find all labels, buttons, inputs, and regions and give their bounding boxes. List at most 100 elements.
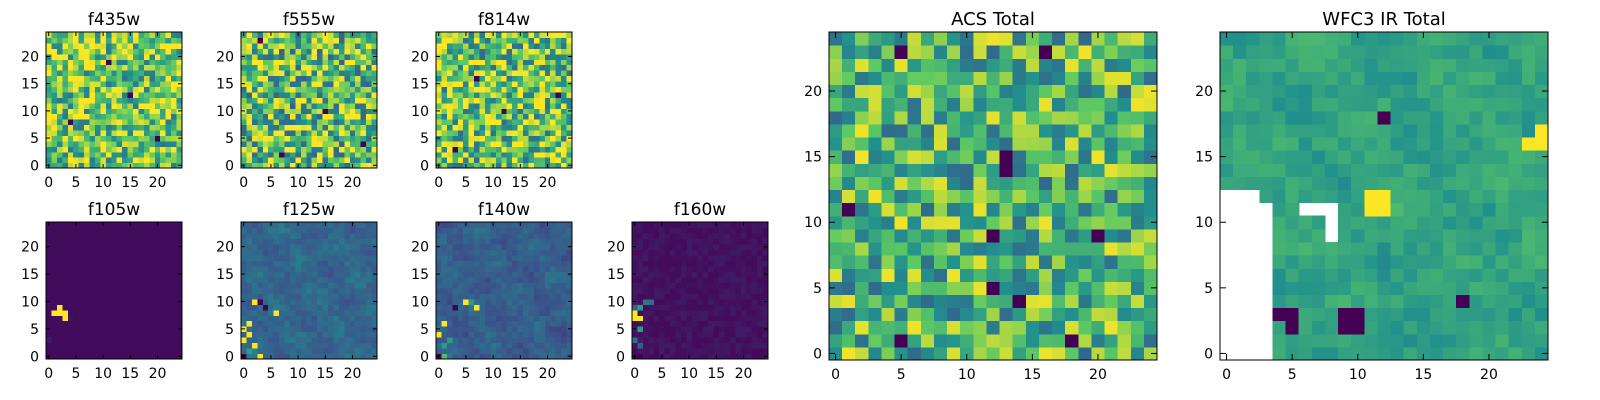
heatmap-cell (328, 309, 335, 316)
heatmap-cell (122, 53, 129, 60)
heatmap-cell (176, 260, 183, 267)
heatmap-cell (561, 42, 568, 49)
heatmap-cell (441, 140, 448, 147)
heatmap-cell (284, 32, 291, 39)
heatmap-cell (317, 97, 324, 104)
heatmap-cell (328, 260, 335, 267)
heatmap-cell (1130, 281, 1145, 295)
heatmap-cell (366, 271, 373, 278)
heatmap-cell (664, 337, 671, 344)
heatmap-cell (495, 331, 502, 338)
heatmap-cell (127, 129, 134, 136)
heatmap-cell (1065, 268, 1079, 282)
heatmap-cell (371, 70, 378, 77)
heatmap-cell (143, 309, 150, 316)
heatmap-cell (105, 42, 112, 49)
heatmap-cell (691, 353, 698, 360)
heatmap-cell (328, 315, 335, 322)
heatmap-cell (284, 243, 291, 250)
heatmap-cell (160, 135, 167, 142)
heatmap-cell (670, 337, 677, 344)
heatmap-cell (111, 151, 118, 158)
heatmap-cell (544, 304, 551, 311)
heatmap-cell (317, 249, 324, 256)
heatmap-cell (746, 271, 753, 278)
heatmap-cell (311, 320, 318, 327)
heatmap-cell (452, 135, 459, 142)
heatmap-cell (366, 238, 373, 245)
heatmap-cell (691, 298, 698, 305)
heatmap-cell (746, 232, 753, 240)
heatmap-cell (566, 293, 573, 300)
heatmap-cell (479, 254, 486, 261)
heatmap-cell (160, 260, 167, 267)
heatmap-cell (138, 260, 145, 267)
heatmap-cell (122, 249, 129, 256)
heatmap-cell (528, 271, 535, 278)
heatmap-cell (127, 53, 134, 60)
heatmap-cell (116, 113, 123, 120)
heatmap-cell (697, 315, 704, 322)
heatmap-cell (56, 113, 63, 120)
heatmap-cell (360, 48, 367, 55)
heatmap-cell (484, 238, 491, 245)
heatmap-cell (295, 337, 302, 344)
heatmap-cell (84, 151, 91, 158)
heatmap-cell (653, 348, 660, 355)
heatmap-cell (311, 102, 318, 109)
heatmap-cell (160, 254, 167, 261)
heatmap-cell (637, 348, 644, 355)
heatmap-cell (452, 282, 459, 289)
x-tick-label: 0 (44, 175, 53, 191)
heatmap-cell (138, 271, 145, 278)
heatmap-cell (133, 232, 140, 240)
heatmap-cell (360, 353, 367, 360)
heatmap-cell (371, 331, 378, 338)
heatmap-cell (122, 276, 129, 283)
heatmap-cell (268, 342, 275, 349)
heatmap-cell (533, 97, 540, 104)
heatmap-cell (637, 271, 644, 278)
heatmap-cell (724, 337, 731, 344)
heatmap-cell (328, 119, 335, 126)
heatmap-cell (751, 282, 758, 289)
heatmap-cell (67, 238, 74, 245)
heatmap-cell (295, 157, 302, 164)
heatmap-cell (84, 293, 91, 300)
heatmap-cell (306, 108, 313, 115)
heatmap-cell (740, 331, 747, 338)
heatmap-cell (484, 80, 491, 87)
heatmap-cell (349, 249, 356, 256)
heatmap-cell (648, 342, 655, 349)
heatmap-cell (289, 129, 296, 136)
heatmap-cell (528, 315, 535, 322)
heatmap-cell (762, 348, 769, 355)
heatmap-cell (550, 353, 557, 360)
heatmap-cell (713, 282, 720, 289)
heatmap-cell (306, 249, 313, 256)
heatmap-cell (94, 32, 101, 39)
heatmap-cell (138, 53, 145, 60)
heatmap-cell (751, 222, 758, 229)
heatmap-cell (127, 293, 134, 300)
heatmap-cell (484, 162, 491, 169)
heatmap-cell (360, 91, 367, 98)
heatmap-cell (355, 232, 362, 240)
heatmap-cell (664, 276, 671, 283)
heatmap-cell (51, 91, 58, 98)
heatmap-cell (67, 232, 74, 240)
heatmap-cell (933, 307, 948, 322)
heatmap-cell (719, 298, 726, 305)
heatmap-cell (366, 140, 373, 147)
heatmap-cell (344, 53, 351, 60)
heatmap-cell (463, 97, 470, 104)
heatmap-cell (463, 265, 470, 272)
heatmap-cell (528, 227, 535, 234)
heatmap-cell (143, 32, 150, 39)
heatmap-cell (762, 287, 769, 294)
heatmap-cell (544, 282, 551, 289)
heatmap-cell (165, 75, 172, 82)
heatmap-cell (46, 265, 53, 272)
heatmap-cell (67, 157, 74, 164)
